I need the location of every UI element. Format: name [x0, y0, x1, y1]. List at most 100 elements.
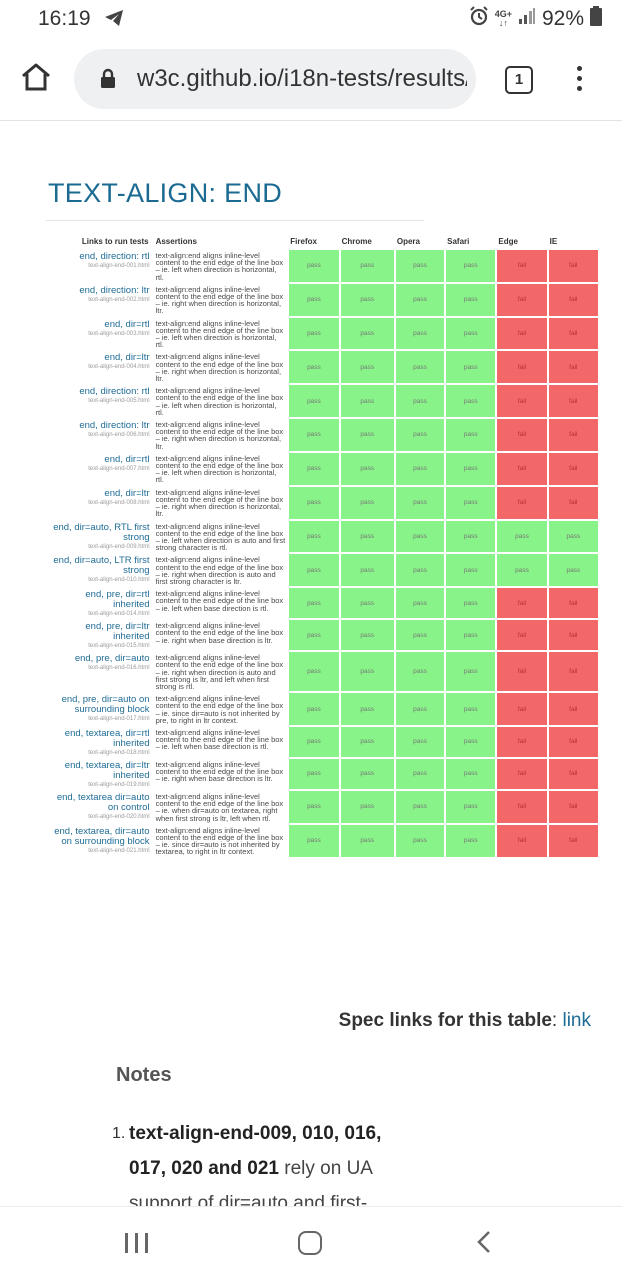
test-link[interactable]: end, direction: ltr	[79, 420, 150, 432]
test-link[interactable]: end, direction: rtl	[79, 251, 150, 262]
url-text[interactable]: w3c.github.io/i18n-tests/results/text-al…	[137, 65, 467, 92]
assertion-cell: text-align:end aligns inline-level conte…	[155, 386, 284, 417]
result-cell: pass	[548, 554, 598, 587]
home-nav-icon[interactable]	[298, 1231, 322, 1255]
test-link[interactable]: end, textarea, dir=ltr inherited	[64, 759, 150, 781]
result-cell: fail	[548, 486, 598, 519]
test-link-cell: end, textarea, dir=rtl inherited text-ali…	[50, 727, 153, 757]
result-cell: pass	[446, 419, 496, 451]
result-cell: pass	[289, 250, 339, 282]
result-cell: pass	[446, 520, 496, 553]
test-filename: text-align-end-016.html	[88, 665, 150, 672]
test-link-cell: end, pre, dir=ltr inherited text-align-en…	[50, 620, 153, 650]
address-bar[interactable]: w3c.github.io/i18n-tests/results/text-al…	[74, 49, 476, 109]
page-title: TEXT-ALIGN: END	[48, 178, 283, 208]
result-cell: pass	[340, 652, 394, 692]
test-link[interactable]: end, dir=auto, RTL first strong	[53, 521, 150, 543]
test-link[interactable]: end, pre, dir=rtl inherited	[85, 589, 150, 611]
result-cell: pass	[446, 317, 496, 350]
result-cell: fail	[548, 693, 598, 725]
assertion-cell: text-align:end aligns inline-level conte…	[155, 621, 284, 645]
result-cell: pass	[340, 824, 394, 857]
status-time: 16:19	[38, 7, 91, 30]
result-cell: pass	[289, 652, 339, 692]
test-filename: text-align-end-019.html	[88, 781, 150, 788]
result-cell: pass	[340, 520, 394, 553]
test-filename: text-align-end-004.html	[88, 364, 150, 371]
table-row: end, textarea, dir=ltr inherited text-ali…	[50, 758, 598, 789]
result-cell: pass	[395, 385, 445, 418]
alarm-icon	[469, 6, 489, 32]
table-row: end, textarea, dir=auto on surrounding b…	[50, 824, 598, 857]
tab-switcher-button[interactable]: 1	[505, 66, 533, 94]
result-cell: pass	[289, 385, 339, 418]
test-link[interactable]: end, textarea, dir=rtl inherited	[64, 727, 150, 749]
test-filename: text-align-end-008.html	[88, 499, 150, 506]
result-cell: fail	[497, 486, 547, 519]
test-link[interactable]: end, direction: ltr	[79, 284, 150, 296]
result-cell: pass	[395, 419, 445, 451]
result-cell: pass	[289, 588, 339, 619]
result-cell: pass	[340, 693, 394, 725]
result-cell: fail	[497, 620, 547, 651]
result-cell: pass	[395, 250, 445, 282]
test-link[interactable]: end, textarea, dir=auto on surrounding b…	[54, 825, 150, 847]
test-link[interactable]: end, dir=auto, LTR first strong	[53, 555, 150, 577]
column-header: IE	[549, 236, 558, 246]
result-cell: fail	[497, 726, 547, 757]
spec-separator: :	[551, 1010, 563, 1031]
result-cell: pass	[395, 652, 445, 692]
result-cell: pass	[340, 486, 394, 519]
result-cell: pass	[446, 452, 496, 485]
assertion-cell: text-align:end aligns inline-level conte…	[155, 251, 284, 282]
table-row: end, pre, dir=auto text-align-end-016.htm…	[50, 652, 598, 692]
result-cell: fail	[548, 452, 598, 485]
test-link-cell: end, dir=rtl text-align-end-003.html	[50, 318, 153, 350]
test-link[interactable]: end, dir=rtl	[104, 318, 150, 330]
assertion-cell: text-align:end aligns inline-level conte…	[155, 653, 284, 691]
test-link-cell: end, direction: rtl text-align-end-001.ht…	[50, 250, 153, 282]
table-row: end, textarea dir=auto on control text-al…	[50, 790, 598, 823]
result-cell: fail	[548, 790, 598, 823]
result-cell: fail	[497, 693, 547, 725]
test-link-cell: end, textarea, dir=ltr inherited text-ali…	[50, 759, 153, 789]
overflow-menu-icon[interactable]	[574, 66, 584, 96]
result-cell: fail	[497, 317, 547, 350]
result-cell: fail	[497, 452, 547, 485]
test-link[interactable]: end, dir=ltr	[104, 352, 150, 364]
assertion-cell: text-align:end aligns inline-level conte…	[155, 825, 284, 857]
result-cell: pass	[497, 520, 547, 553]
result-cell: pass	[289, 351, 339, 384]
result-cell: pass	[289, 824, 339, 857]
column-header: Firefox	[290, 236, 317, 246]
home-icon[interactable]	[20, 62, 52, 97]
result-cell: pass	[395, 486, 445, 519]
result-cell: fail	[497, 652, 547, 692]
test-link[interactable]: end, pre, dir=auto	[74, 653, 150, 665]
test-link[interactable]: end, textarea dir=auto on control	[56, 791, 150, 813]
assertion-cell: text-align:end aligns inline-level conte…	[155, 555, 284, 586]
network-indicator: 4G+ ↓↑	[494, 9, 512, 28]
test-link[interactable]: end, dir=rtl	[104, 453, 150, 465]
result-cell: pass	[289, 317, 339, 350]
spec-link[interactable]: link	[562, 1010, 591, 1031]
result-cell: fail	[548, 317, 598, 350]
result-cell: pass	[395, 554, 445, 587]
results-table: Links to run tests Assertions Firefox Ch…	[48, 233, 600, 859]
test-filename: text-align-end-006.html	[88, 432, 150, 439]
test-link[interactable]: end, dir=ltr	[104, 487, 150, 499]
test-filename: text-align-end-018.html	[88, 749, 150, 756]
test-link[interactable]: end, pre, dir=auto on surrounding block	[61, 694, 150, 716]
result-cell: pass	[446, 283, 496, 316]
back-icon[interactable]	[474, 1229, 494, 1260]
result-cell: pass	[395, 824, 445, 857]
result-cell: pass	[340, 758, 394, 789]
assertion-cell: text-align:end aligns inline-level conte…	[155, 284, 284, 316]
assertion-cell: text-align:end aligns inline-level conte…	[155, 589, 284, 613]
test-link[interactable]: end, pre, dir=ltr inherited	[85, 621, 150, 643]
browser-toolbar: w3c.github.io/i18n-tests/results/text-al…	[0, 40, 622, 121]
test-filename: text-align-end-009.html	[88, 543, 150, 550]
result-cell: pass	[289, 758, 339, 789]
recents-icon[interactable]	[125, 1233, 148, 1253]
test-link[interactable]: end, direction: rtl	[79, 386, 150, 398]
